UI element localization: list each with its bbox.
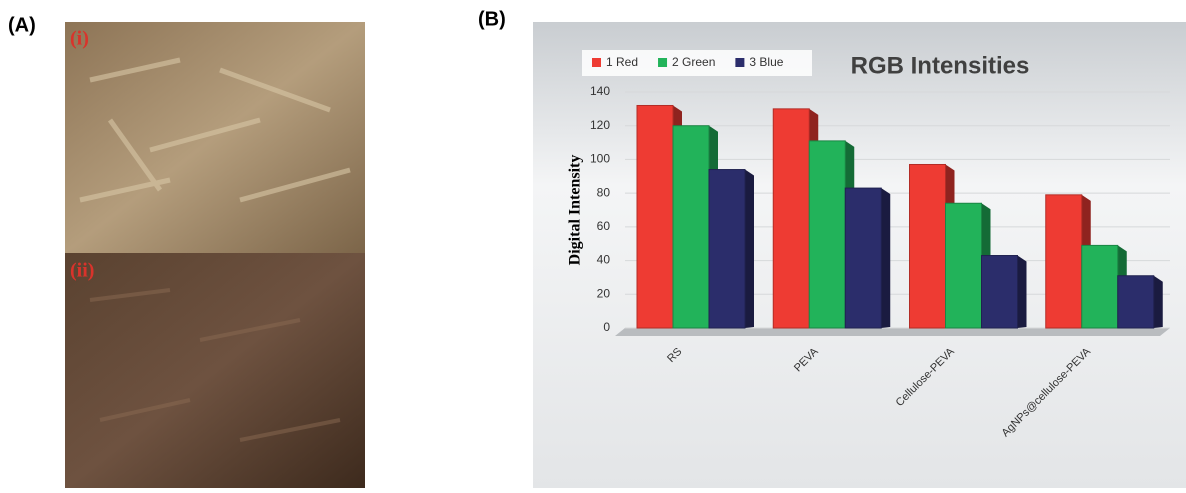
y-tick-label: 100 [590,152,610,166]
panel-label: (A) [8,14,36,36]
bar [945,202,982,329]
bar [909,163,946,329]
photo [65,22,365,253]
y-tick-label: 20 [597,286,611,300]
y-tick-label: 40 [597,253,611,267]
bar [1081,244,1119,329]
photo [65,253,365,488]
y-axis-title: Digital Intensity [567,155,584,266]
bar-side [881,188,891,328]
legend-label: 3 Blue [749,55,783,69]
legend-swatch [658,58,668,67]
y-tick-label: 140 [590,84,610,98]
photo-label: (i) [70,28,89,50]
photo-label: (ii) [70,260,94,282]
photo-texture [89,288,341,442]
legend-box [582,50,812,76]
bar [708,169,746,329]
bar-side [1017,255,1027,328]
bar-side [745,169,754,328]
panel-label: (B) [478,8,506,30]
legend-label: 1 Red [606,55,638,69]
bar [672,125,710,329]
bar [772,108,810,329]
bar [808,140,846,329]
bar [981,255,1018,329]
bar [1117,275,1155,329]
y-tick-label: 0 [603,320,610,334]
legend-label: 2 Green [672,55,715,69]
legend-swatch [735,58,745,67]
legend-swatch [592,58,601,67]
bar-side [1153,275,1163,328]
bar [1045,194,1083,329]
y-tick-label: 120 [590,118,610,132]
bar [636,104,674,329]
photo-texture [79,57,351,203]
floor [615,328,1170,336]
bar [844,187,882,329]
y-tick-label: 60 [597,219,611,233]
y-tick-label: 80 [597,185,611,199]
chart-title: RGB Intensities [851,52,1030,79]
